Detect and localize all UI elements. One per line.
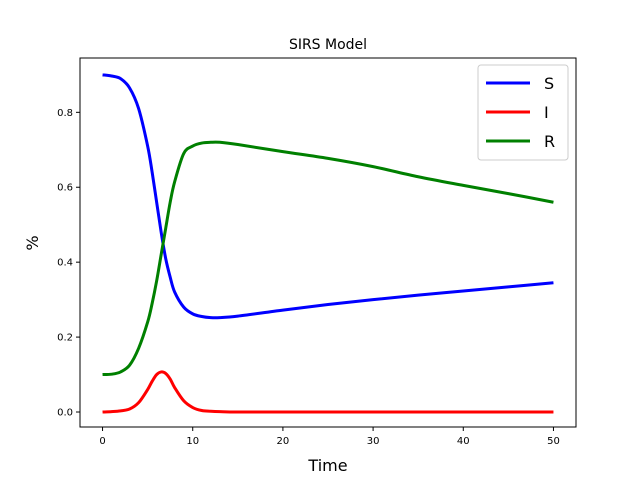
legend-items: SIR (486, 74, 555, 151)
x-axis-ticks: 0 10 20 30 40 50 (99, 427, 560, 447)
y-tick-label: 0.0 (57, 408, 73, 419)
legend-label-r: R (544, 132, 555, 151)
series-line-s (102, 73, 554, 320)
y-axis-label: % (23, 235, 42, 250)
x-tick-label: 20 (277, 436, 290, 447)
legend-label-i: I (544, 103, 549, 122)
chart-title: SIRS Model (289, 37, 367, 53)
y-axis-ticks: 0.0 0.2 0.4 0.6 0.8 (57, 108, 80, 419)
x-axis-label: Time (307, 456, 347, 475)
plot-frame (79, 57, 577, 428)
x-tick-label: 10 (186, 436, 199, 447)
x-tick-label: 50 (547, 436, 560, 447)
y-tick-label: 0.8 (57, 108, 73, 119)
series-line-r (102, 140, 554, 377)
series-line-i (102, 370, 554, 414)
x-tick-label: 0 (99, 436, 105, 447)
x-tick-label: 40 (457, 436, 470, 447)
y-tick-label: 0.6 (57, 183, 73, 194)
x-tick-label: 30 (367, 436, 380, 447)
series-layer (102, 73, 554, 414)
y-tick-label: 0.2 (57, 333, 73, 344)
legend-label-s: S (544, 74, 554, 93)
y-tick-label: 0.4 (57, 258, 73, 269)
legend: SIR (477, 64, 569, 161)
